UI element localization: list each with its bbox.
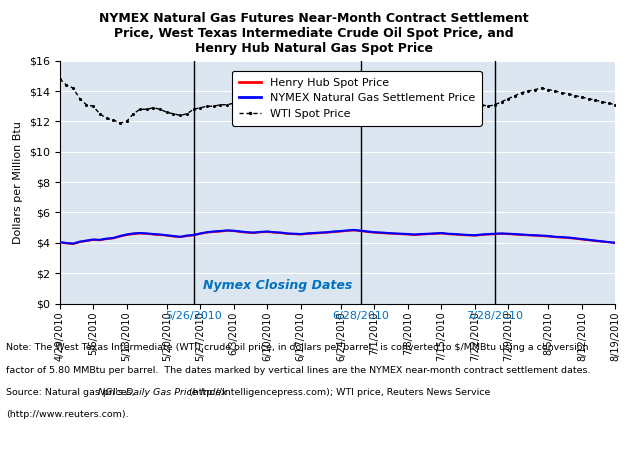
Text: Nymex Closing Dates: Nymex Closing Dates (203, 279, 352, 292)
Legend: Henry Hub Spot Price, NYMEX Natural Gas Settlement Price, WTI Spot Price: Henry Hub Spot Price, NYMEX Natural Gas … (232, 71, 482, 126)
Y-axis label: Dollars per Million Btu: Dollars per Million Btu (13, 120, 23, 244)
Text: (http://Intelligencepress.com); WTI price, Reuters News Service: (http://Intelligencepress.com); WTI pric… (186, 388, 490, 397)
Text: NGI's Daily Gas Price Index: NGI's Daily Gas Price Index (98, 388, 227, 397)
Text: (http://www.reuters.com).: (http://www.reuters.com). (6, 410, 129, 419)
Text: 5/26/2010: 5/26/2010 (165, 311, 222, 321)
Text: NYMEX Natural Gas Futures Near-Month Contract Settlement
Price, West Texas Inter: NYMEX Natural Gas Futures Near-Month Con… (99, 12, 529, 55)
Text: 6/28/2010: 6/28/2010 (333, 311, 389, 321)
Text: factor of 5.80 MMBtu per barrel.  The dates marked by vertical lines are the NYM: factor of 5.80 MMBtu per barrel. The dat… (6, 366, 591, 375)
Text: Source: Natural gas prices,: Source: Natural gas prices, (6, 388, 138, 397)
Text: Note: The West Texas Intermediate (WTI) crude oil price, in dollars per barrel, : Note: The West Texas Intermediate (WTI) … (6, 343, 589, 352)
Text: 7/28/2010: 7/28/2010 (467, 311, 523, 321)
